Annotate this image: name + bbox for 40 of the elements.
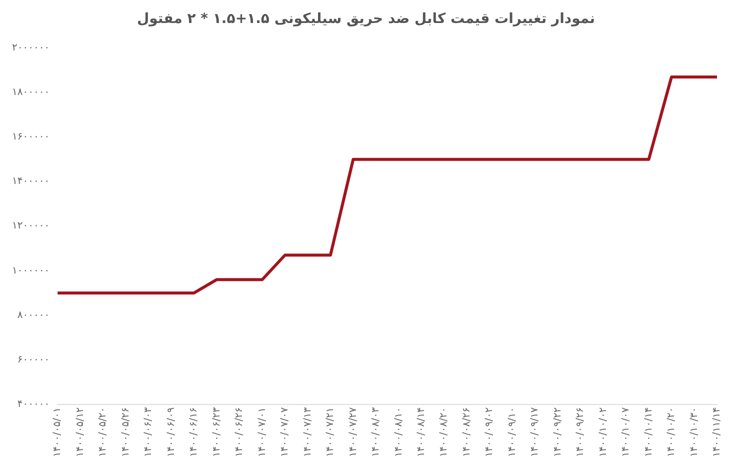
x-tick-label: ۱۴۰۰/۰۶/۰۹ (166, 407, 177, 458)
x-tick-label: ۱۴۰۰/۱۰/۱۴ (643, 407, 654, 458)
x-tick-label: ۱۴۰۰/۰۹/۱۰ (506, 407, 518, 458)
x-tick-label: ۱۴۰۰/۰۷/۰۱ (256, 407, 268, 458)
chart-title: نمودار تغییرات قیمت کابل ضد حریق سیلیکونی ۱.۵+۱.۵ * ۲ مفتول (136, 10, 596, 29)
x-tick-label: ۱۴۰۰/۰۸/۲۶ (461, 407, 472, 458)
x-tick-label: ۱۴۰۰/۱۱/۱۴ (712, 407, 723, 458)
x-tick-label: ۱۴۰۰/۰۶/۲۶ (234, 407, 246, 458)
x-tick-label: ۱۴۰۰/۰۵/۲۰ (98, 407, 109, 458)
x-tick-label: ۱۴۰۰/۰۶/۰۳ (143, 406, 154, 458)
x-tick-label: ۱۴۰۰/۰۹/۲۲ (552, 407, 564, 458)
y-tick-label: ۱۲۰۰۰۰۰ (12, 220, 50, 232)
y-tick-label: ۸۰۰۰۰۰ (17, 310, 50, 321)
x-tick-label: ۱۴۰۰/۰۸/۱۰ (393, 407, 404, 458)
x-tick-label: ۱۴۰۰/۰۷/۰۷ (280, 406, 291, 458)
x-tick-label: ۱۴۰۰/۰۸/۱۴ (416, 407, 427, 458)
y-tick-label: ۱۶۰۰۰۰۰ (12, 132, 50, 143)
y-tick-label: ۶۰۰۰۰۰ (17, 354, 50, 366)
x-tick-label: ۱۴۰۰/۰۹/۰۲ (484, 407, 496, 458)
x-tick-label: ۱۴۰۰/۰۹/۲۶ (575, 407, 586, 458)
x-tick-label: ۱۴۰۰/۰۷/۲۷ (348, 406, 359, 458)
y-tick-label: ۱۰۰۰۰۰۰ (12, 265, 50, 276)
x-tick-label: ۱۴۰۰/۰۷/۲۱ (325, 407, 336, 458)
y-tick-label: ۲۰۰۰۰۰۰ (12, 42, 50, 54)
x-tick-label: ۱۴۰۰/۱۰/۳۰ (688, 407, 700, 458)
y-tick-label: ۴۰۰۰۰۰ (17, 398, 50, 410)
x-tick-label: ۱۴۰۰/۰۵/۲۶ (120, 407, 132, 458)
x-tick-label: ۱۴۰۰/۰۸/۰۳ (370, 406, 382, 458)
x-tick-label: ۱۴۰۰/۰۵/۰۱ (52, 407, 64, 458)
y-tick-label: ۱۸۰۰۰۰۰ (12, 87, 50, 98)
x-tick-label: ۱۴۰۰/۱۰/۰۲ (598, 407, 609, 458)
x-tick-label: ۱۴۰۰/۰۶/۲۳ (211, 406, 222, 458)
y-tick-label: ۱۴۰۰۰۰۰ (12, 176, 50, 188)
x-tick-label: ۱۴۰۰/۱۰/۲۰ (666, 407, 678, 458)
x-tick-label: ۱۴۰۰/۰۷/۱۳ (302, 406, 314, 458)
x-tick-label: ۱۴۰۰/۰۸/۲۰ (438, 407, 450, 458)
x-tick-label: ۱۴۰۰/۰۹/۱۷ (530, 406, 541, 458)
x-tick-label: ۱۴۰۰/۱۰/۰۷ (620, 406, 632, 458)
x-tick-label: ۱۴۰۰/۰۵/۱۲ (74, 407, 86, 458)
x-tick-label: ۱۴۰۰/۰۶/۱۶ (188, 407, 200, 458)
